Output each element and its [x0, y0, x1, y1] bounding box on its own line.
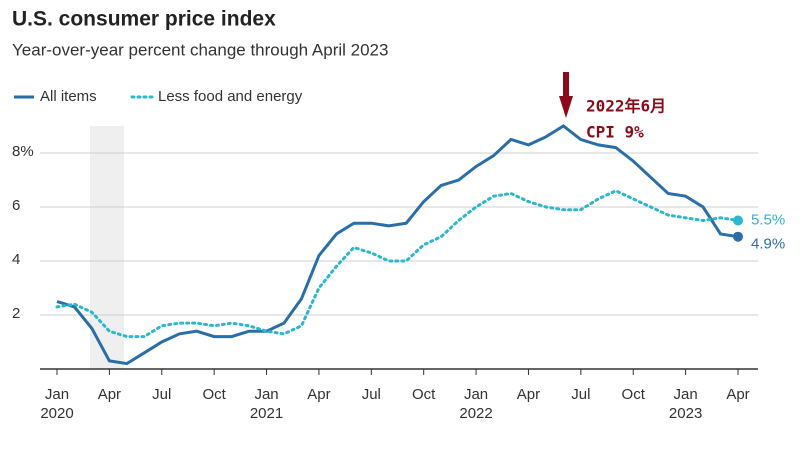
end-label: 4.9%	[751, 236, 785, 253]
y-tick-label: 6	[12, 197, 20, 214]
x-tick-label: Apr	[726, 386, 749, 403]
annotation: 2022年6月 CPI 9%	[559, 72, 666, 142]
x-tick-label: Oct	[412, 386, 436, 403]
end-label: 5.5%	[751, 211, 785, 228]
chart-subtitle: Year-over-year percent change through Ap…	[12, 40, 388, 59]
x-tick-label: Apr	[517, 386, 540, 403]
line	[55, 189, 740, 339]
x-year-label: 2021	[250, 405, 283, 422]
line	[56, 124, 739, 366]
y-tick-label: 8%	[12, 143, 34, 160]
x-tick-label: Jul	[571, 386, 590, 403]
x-tick-label: Jul	[362, 386, 381, 403]
x-tick-label: Oct	[622, 386, 646, 403]
x-year-label: 2023	[669, 405, 702, 422]
x-tick-label: Jan	[464, 386, 488, 403]
end-point	[733, 231, 743, 242]
x-tick-label: Jan	[45, 386, 69, 403]
annotation-arrow	[563, 72, 569, 98]
annotation-arrow-head	[559, 96, 573, 118]
x-year-label: 2020	[40, 405, 73, 422]
x-tick-label: Oct	[202, 386, 226, 403]
end-point	[733, 215, 743, 226]
y-tick-label: 2	[12, 305, 20, 322]
annotation-text: 2022年6月	[586, 97, 666, 116]
x-tick-label: Jul	[152, 386, 171, 403]
y-tick-label: 4	[12, 251, 20, 268]
x-tick-label: Apr	[307, 386, 330, 403]
annotation-text: CPI 9%	[586, 123, 644, 142]
legend-label: All items	[40, 88, 97, 105]
chart-title: U.S. consumer price index	[12, 8, 276, 31]
x-year-label: 2022	[459, 405, 492, 422]
x-tick-label: Apr	[98, 386, 121, 403]
x-tick-label: Jan	[254, 386, 278, 403]
x-tick-label: Jan	[674, 386, 698, 403]
legend-label: Less food and energy	[158, 88, 303, 105]
